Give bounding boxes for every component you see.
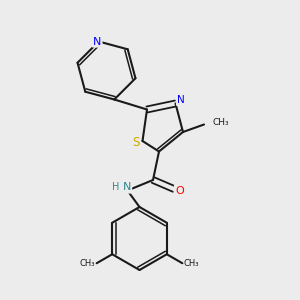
Text: CH₃: CH₃ [212, 118, 229, 127]
Text: S: S [132, 136, 140, 149]
Text: N: N [93, 37, 101, 46]
Text: CH₃: CH₃ [184, 259, 200, 268]
Text: O: O [175, 185, 184, 196]
Text: N: N [123, 182, 131, 193]
Text: H: H [112, 182, 119, 193]
Text: CH₃: CH₃ [80, 259, 95, 268]
Text: N: N [177, 95, 185, 105]
